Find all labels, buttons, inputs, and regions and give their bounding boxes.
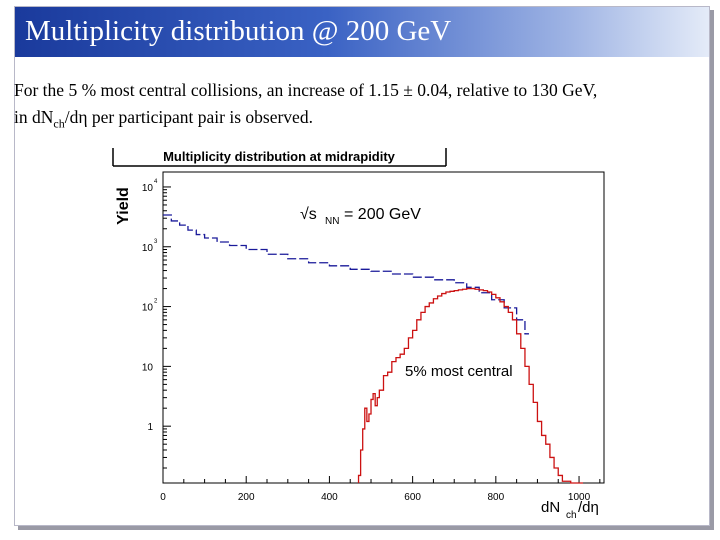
title-bar: Multiplicity distribution @ 200 GeV [15,7,709,57]
x-axis-label-sub: ch [566,510,577,521]
x-tick-label-3: 600 [404,492,421,503]
x-axis-label-main: dN [541,499,560,516]
energy-sub: NN [325,216,339,227]
plot-frame [162,171,605,484]
central-label: 5% most central [405,363,513,380]
y-tick-label-1: 10 [142,243,154,254]
x-tick-label-4: 800 [487,492,504,503]
body-dn: in dN [14,107,54,127]
y-axis-label: Yield [115,187,132,225]
energy-value: = 200 GeV [344,206,421,223]
x-tick-label-0: 0 [160,492,166,503]
x-axis-label-tail: /dη [578,499,599,516]
slide: Multiplicity distribution @ 200 GeV [14,6,710,526]
body-ch-sub: ch [53,116,65,131]
chart-title: Multiplicity distribution at midrapidity [163,149,396,164]
y-tick-exp-0: 4 [154,179,158,185]
y-tick-label-0: 10 [142,183,154,194]
y-tick-exp-1: 3 [154,239,158,245]
series-line-0 [163,214,529,335]
body-rest: /dη per participant pair is observed. [64,107,313,127]
energy-sqrt: √s [300,206,317,223]
slide-title: Multiplicity distribution @ 200 GeV [25,15,452,47]
series-line-1 [357,287,584,484]
body-line-2: in dNch/dη per participant pair is obser… [14,104,704,138]
body-line-1: For the 5 % most central collisions, an … [14,80,598,100]
series-layer [163,214,584,484]
y-tick-label-4: 1 [147,422,153,433]
x-tick-label-5: 1000 [568,492,591,503]
y-tick-label-3: 10 [142,362,154,373]
y-tick-label-2: 10 [142,303,154,314]
body-text: For the 5 % most central collisions, an … [14,77,704,138]
y-tick-exp-2: 2 [154,299,158,305]
x-tick-label-1: 200 [238,492,255,503]
x-tick-label-2: 400 [321,492,338,503]
